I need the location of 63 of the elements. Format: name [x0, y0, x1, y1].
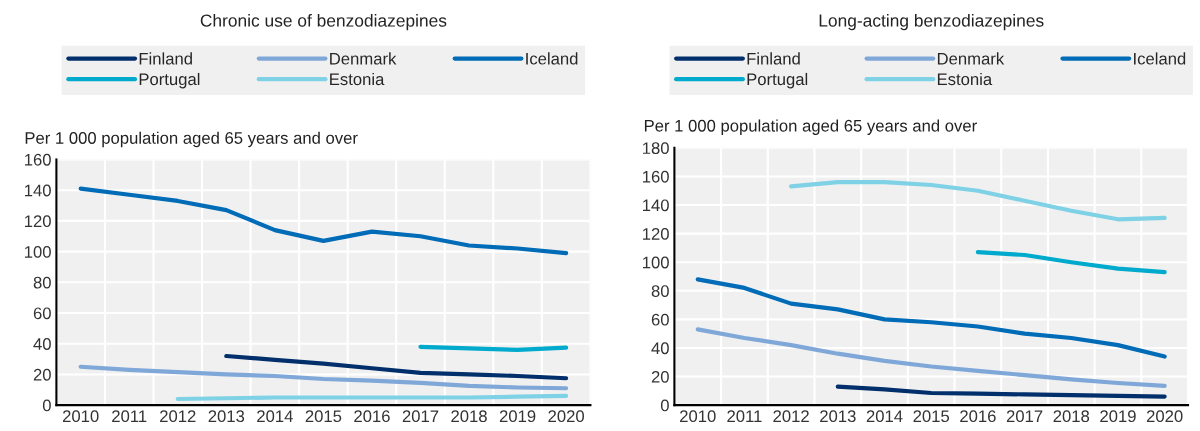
legend-label: Denmark	[937, 52, 1005, 65]
x-tick-label: 2013	[820, 410, 856, 423]
x-tick-label: 2011	[112, 410, 147, 423]
legend-label: Denmark	[330, 52, 397, 65]
y-tick-label: 80	[651, 285, 669, 297]
y-tick-label: 40	[651, 342, 669, 355]
y-tick-label: 140	[643, 199, 669, 212]
y-tick-label: 140	[25, 184, 51, 197]
x-tick-label: 2011	[727, 410, 762, 423]
legend-label: Iceland	[526, 52, 578, 65]
x-tick-label: 2017	[1006, 410, 1043, 423]
x-tick-label: 2018	[451, 410, 487, 423]
line-series	[835, 384, 1167, 399]
x-tick-label: 2016	[354, 410, 390, 423]
chart-title: Long-acting benzodiazepines	[819, 13, 1044, 31]
y-tick-label: 180	[643, 142, 669, 155]
x-tick-label: 2020	[1146, 410, 1183, 423]
legend-label: Portugal	[139, 72, 200, 89]
y-tick-label: 20	[651, 370, 669, 383]
line-series	[224, 353, 569, 381]
x-tick-label: 2010	[62, 410, 99, 423]
x-tick-label: 2012	[773, 410, 809, 423]
legend-label: Iceland	[1134, 52, 1186, 65]
legend-label: Finland	[747, 52, 800, 65]
x-tick-label: 2015	[305, 410, 342, 423]
x-tick-label: 2019	[499, 410, 536, 423]
chart-title: Chronic use of benzodiazepines	[200, 13, 447, 31]
legend-label: Finland	[139, 52, 192, 65]
line-series	[78, 186, 569, 256]
y-axis-title: Per 1 000 population aged 65 years and over	[25, 131, 358, 148]
y-tick-label: 40	[33, 338, 51, 350]
line-series	[695, 327, 1167, 388]
x-tick-label: 2018	[1053, 410, 1090, 423]
y-tick-label: 60	[33, 307, 51, 320]
y-tick-label: 160	[643, 170, 669, 183]
y-axis-title: Per 1 000 population aged 65 years and over	[644, 119, 977, 135]
y-tick-label: 0	[660, 399, 669, 412]
y-tick-label: 100	[25, 246, 51, 258]
legend-label: Estonia	[330, 72, 385, 86]
x-tick-label: 2010	[680, 410, 716, 423]
legend-label: Portugal	[747, 72, 808, 89]
y-tick-label: 60	[651, 313, 669, 326]
y-tick-label: 120	[643, 228, 669, 240]
legend-label: Estonia	[937, 72, 993, 86]
y-tick-label: 160	[25, 153, 51, 166]
x-tick-label: 2020	[548, 410, 585, 423]
y-tick-label: 0	[42, 399, 51, 412]
y-tick-label: 20	[33, 368, 51, 381]
y-tick-label: 120	[25, 215, 51, 228]
x-tick-label: 2014	[257, 410, 293, 423]
x-tick-label: 2012	[160, 410, 196, 423]
x-tick-label: 2015	[913, 410, 950, 423]
line-series	[975, 250, 1167, 275]
line-series	[789, 180, 1167, 222]
y-tick-label: 80	[33, 276, 51, 289]
y-tick-label: 100	[643, 256, 669, 269]
x-tick-label: 2017	[402, 410, 439, 423]
line-series	[695, 277, 1167, 359]
x-tick-label: 2019	[1100, 410, 1136, 423]
x-tick-label: 2016	[960, 410, 996, 423]
line-series	[78, 364, 569, 391]
x-tick-label: 2013	[208, 410, 245, 423]
x-tick-label: 2014	[866, 410, 903, 423]
